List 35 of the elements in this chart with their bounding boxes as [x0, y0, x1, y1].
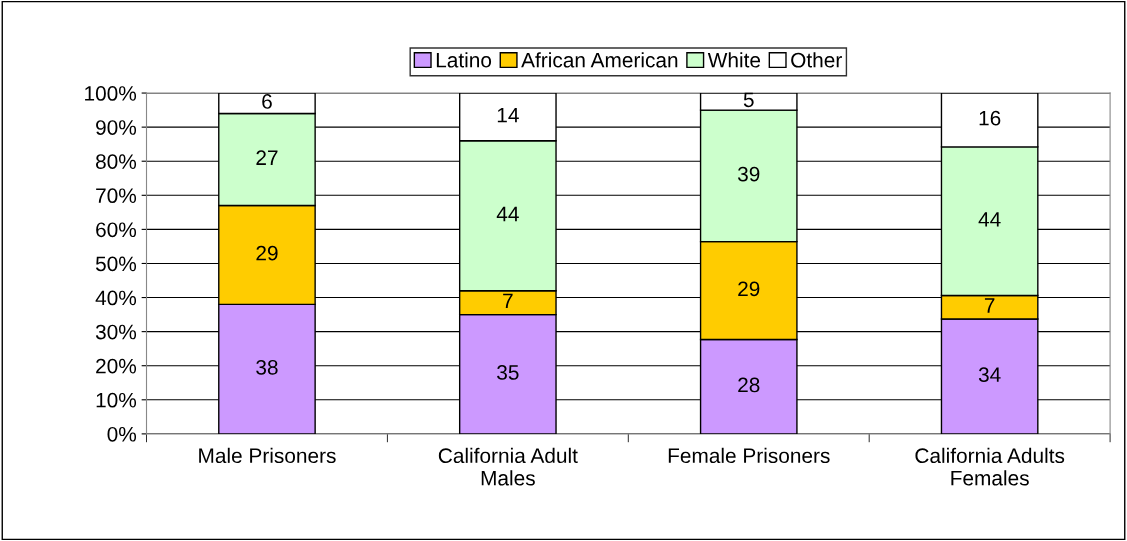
data-label: 44 [978, 212, 1001, 227]
data-label: 39 [737, 166, 760, 182]
data-label: 7 [503, 293, 513, 309]
data-label: 14 [497, 107, 519, 123]
data-label: 29 [738, 281, 760, 297]
x-tick-label: Female Prisoners [668, 447, 830, 464]
x-tick-label: Male Prisoners [199, 447, 336, 464]
data-label: 34 [978, 367, 1001, 383]
data-label: 28 [738, 377, 760, 393]
x-tick-label: California Adults Females [915, 447, 1065, 486]
data-label: 38 [256, 359, 278, 375]
y-tick-label: 80% [96, 154, 137, 169]
y-tick-label: 100% [85, 86, 137, 101]
x-tick-label: California Adult Males [438, 447, 578, 486]
y-tick-label: 40% [95, 290, 137, 306]
data-label: 44 [496, 206, 519, 222]
data-label: 27 [256, 150, 278, 165]
y-tick-label: 90% [96, 120, 137, 135]
y-tick-label: 30% [95, 324, 137, 340]
data-label: 7 [984, 298, 995, 313]
legend-label: Latino [436, 52, 492, 68]
data-label: 35 [497, 365, 519, 380]
legend-label: White [707, 52, 761, 68]
legend-label: Other [791, 52, 842, 68]
data-label: 6 [262, 94, 272, 109]
legend-label: African American [521, 52, 678, 68]
y-tick-label: 70% [96, 188, 137, 204]
y-tick-label: 60% [96, 222, 137, 238]
y-tick-label: 10% [96, 392, 137, 408]
y-tick-label: 20% [96, 358, 137, 374]
data-label: 5 [743, 92, 754, 108]
data-label: 29 [256, 245, 278, 261]
y-tick-label: 50% [95, 256, 137, 272]
y-tick-label: 0% [107, 426, 137, 442]
data-label: 16 [979, 110, 1001, 126]
